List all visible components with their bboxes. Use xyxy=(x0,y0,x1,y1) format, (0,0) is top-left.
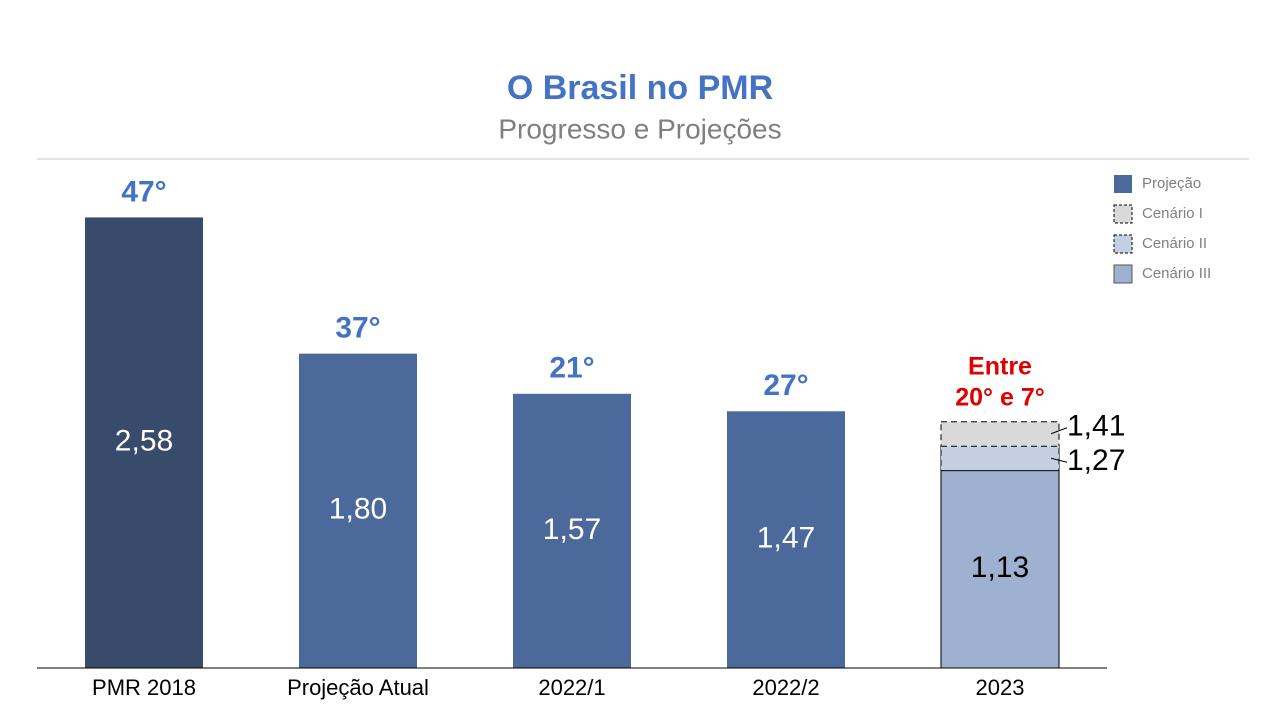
value-label: 1,13 xyxy=(971,551,1029,584)
rank-label: 21° xyxy=(549,352,594,385)
legend-label: Cenário I xyxy=(1142,205,1203,222)
value-label: 2,58 xyxy=(115,425,173,458)
leader-line xyxy=(1050,457,1068,463)
x-tick-label: 2023 xyxy=(976,675,1025,700)
x-tick-label: Projeção Atual xyxy=(287,675,429,700)
rank-label: 47° xyxy=(121,175,166,208)
value-label: 1,47 xyxy=(757,522,815,555)
bar xyxy=(299,353,417,668)
value-label: 1,27 xyxy=(1067,444,1125,477)
x-tick-label: 2022/2 xyxy=(752,675,819,700)
x-tick-label: 2022/1 xyxy=(538,675,605,700)
chart-title: O Brasil no PMR xyxy=(507,69,773,107)
legend-swatch xyxy=(1113,264,1133,284)
value-label: 1,41 xyxy=(1067,410,1125,443)
legend-label: Cenário III xyxy=(1142,265,1211,282)
rank-label: 27° xyxy=(763,369,808,402)
range-label: 20° e 7° xyxy=(955,384,1045,412)
value-label: 1,57 xyxy=(543,513,601,546)
range-label: Entre xyxy=(968,353,1032,381)
rank-label: 37° xyxy=(335,312,380,345)
bar xyxy=(85,217,203,668)
leader-line xyxy=(1050,427,1068,435)
chart-subtitle: Progresso e Projeções xyxy=(498,113,781,144)
legend-label: Projeção xyxy=(1142,175,1201,192)
value-label: 1,80 xyxy=(329,493,387,526)
legend-swatch xyxy=(1114,175,1132,193)
legend-swatch xyxy=(1113,234,1133,254)
bar xyxy=(727,411,845,668)
x-tick-label: PMR 2018 xyxy=(92,675,196,700)
legend-label: Cenário II xyxy=(1142,235,1207,252)
bar xyxy=(513,393,631,668)
legend-swatch xyxy=(1113,204,1133,224)
